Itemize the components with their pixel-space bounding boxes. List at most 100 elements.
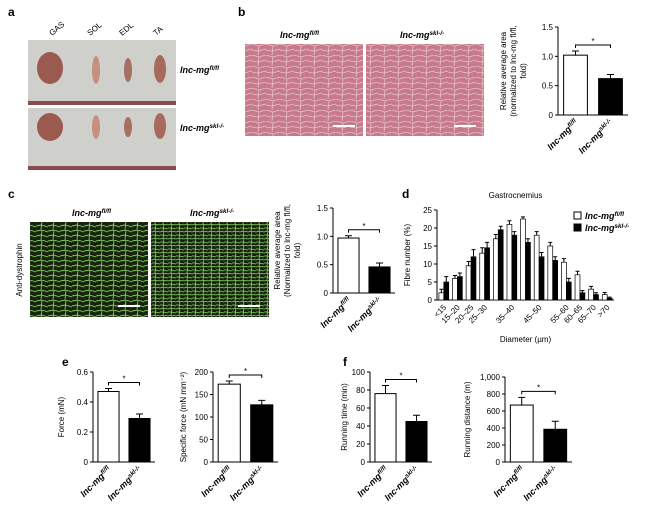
- error-bar: [457, 272, 462, 277]
- significance-bracket: [385, 379, 417, 383]
- photo-c2: [151, 222, 269, 317]
- bar: [479, 252, 486, 301]
- bar: [250, 404, 274, 463]
- y-tick-label: 0.2: [77, 428, 89, 437]
- y-tick-label: 5: [428, 278, 433, 287]
- bar: [497, 229, 504, 301]
- panel-letter: a: [8, 5, 15, 19]
- significance-bracket: [521, 390, 556, 395]
- y-tick-label: 800: [487, 390, 501, 399]
- y-tick-label: 1.5: [317, 204, 329, 213]
- chart-title: Gastrocnemius: [489, 191, 543, 200]
- bar: [547, 245, 554, 301]
- y-tick-label: 0.5: [317, 261, 329, 270]
- y-axis-label: (normalized to lnc-mg fl/fl,: [509, 25, 518, 117]
- bar: [538, 256, 545, 301]
- error-bar: [136, 413, 143, 419]
- genotype-label: lnc-mgskl-/-: [400, 30, 444, 41]
- bar: [606, 297, 613, 301]
- y-tick-label: 200: [487, 441, 501, 450]
- y-tick-label: 150: [195, 391, 209, 400]
- error-bar: [561, 258, 566, 263]
- y-axis-label: Specific force (mN mm⁻²): [179, 371, 188, 462]
- y-tick-label: 50: [199, 436, 208, 445]
- muscle-label: TA: [152, 24, 166, 38]
- error-bar: [589, 285, 594, 290]
- y-axis-label: fold): [293, 242, 302, 258]
- bar: [533, 234, 540, 301]
- bar: [470, 256, 477, 301]
- photo-b1: [245, 44, 363, 136]
- bar: [509, 404, 534, 463]
- significance-label: *: [122, 375, 125, 384]
- error-bar: [258, 399, 266, 405]
- bar: [598, 78, 623, 116]
- error-bar: [553, 256, 558, 261]
- x-tick-label: 35–40: [494, 303, 516, 325]
- y-tick-label: 100: [352, 368, 366, 377]
- x-tick-label: lnc-mgskl-/-: [521, 464, 560, 503]
- y-tick-label: 1.5: [542, 23, 554, 32]
- y-tick-label: 1,000: [480, 373, 501, 382]
- error-bar: [534, 231, 539, 236]
- x-axis-label: Diameter (µm): [500, 335, 552, 344]
- error-bar: [518, 396, 526, 406]
- y-tick-label: 0: [549, 111, 554, 120]
- error-bar: [539, 251, 544, 257]
- y-tick-label: 0.6: [77, 368, 89, 377]
- y-axis-label: (Normalized to lnc-mg fl/fl,: [283, 204, 292, 297]
- x-tick-label: lnc-mgskl-/-: [576, 117, 615, 156]
- error-bar: [525, 238, 530, 243]
- error-bar: [580, 290, 585, 293]
- bar: [493, 238, 499, 301]
- y-tick-label: 200: [195, 368, 209, 377]
- bar: [374, 393, 397, 463]
- y-axis-label: Force (mN): [57, 396, 66, 437]
- y-tick-label: 10: [423, 260, 432, 269]
- error-bar: [498, 225, 503, 230]
- bar: [543, 428, 568, 463]
- x-tick-label: lnc-mgskl-/-: [105, 464, 144, 503]
- bar: [506, 224, 513, 301]
- error-bar: [548, 241, 553, 246]
- x-tick-label: lnc-mgfl/fl: [491, 464, 526, 499]
- y-tick-label: 0.5: [542, 82, 554, 91]
- y-tick-label: 400: [487, 424, 501, 433]
- x-tick-label: >70: [596, 303, 612, 319]
- x-tick-label: lnc-mgskl-/-: [382, 464, 421, 503]
- bar: [520, 218, 526, 301]
- muscle-label: EDL: [118, 20, 136, 37]
- error-bar: [439, 288, 444, 293]
- stain-label: Anti-dystrophin: [15, 243, 24, 296]
- bar: [368, 266, 391, 294]
- y-tick-label: 80: [356, 386, 365, 395]
- bar: [593, 294, 599, 301]
- genotype-label: lnc-mgfl/fl: [72, 208, 111, 219]
- photo-b2: [366, 44, 484, 136]
- error-bar: [452, 275, 457, 279]
- bar: [601, 294, 608, 301]
- y-tick-label: 15: [423, 242, 432, 251]
- bar: [337, 237, 360, 294]
- error-bar: [521, 216, 526, 219]
- x-tick-label: 45–50: [521, 303, 543, 325]
- bar: [552, 260, 558, 301]
- significance-label: *: [362, 222, 365, 231]
- bar: [579, 292, 586, 301]
- error-bar: [471, 249, 476, 257]
- bar: [565, 281, 572, 301]
- legend-label: lnc-mgfl/fl: [585, 211, 624, 222]
- error-bar: [566, 277, 571, 282]
- photo-c1: [30, 222, 148, 317]
- error-bar: [602, 291, 607, 295]
- y-tick-label: 25: [423, 206, 432, 215]
- significance-label: *: [537, 383, 540, 392]
- error-bar: [480, 247, 485, 254]
- error-bar: [551, 420, 559, 430]
- error-bar: [507, 220, 512, 225]
- genotype-label: lnc-mgskl-/-: [190, 208, 234, 219]
- y-tick-label: 0: [428, 296, 433, 305]
- y-tick-label: 0: [204, 458, 209, 467]
- muscle-label: SOL: [86, 20, 104, 38]
